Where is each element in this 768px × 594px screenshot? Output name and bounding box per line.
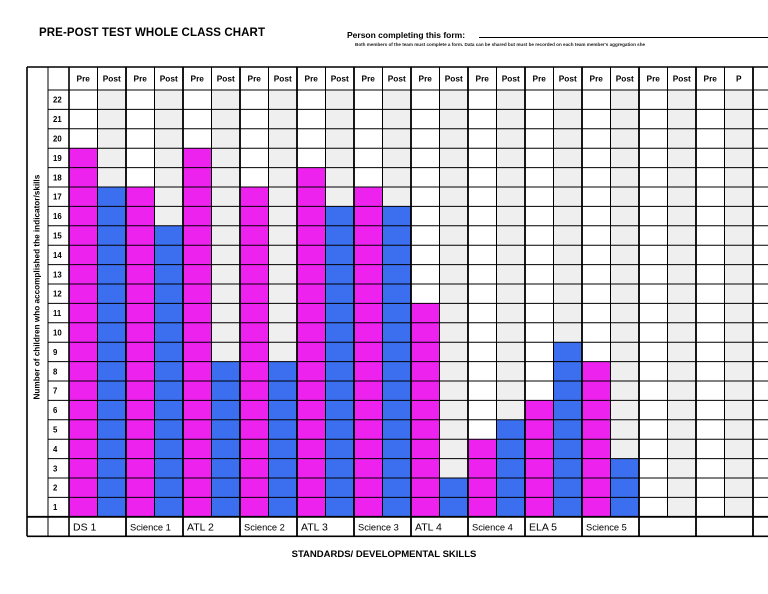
y-tick-label: 1	[53, 503, 58, 512]
y-tick-label: 19	[53, 154, 62, 163]
person-completing-label: Person completing this form:	[347, 30, 466, 40]
y-tick-label: 18	[53, 173, 62, 182]
column-header: Post	[160, 74, 178, 84]
category-label: ATL 4	[415, 521, 442, 533]
y-tick-label: 6	[53, 406, 58, 415]
column-header: Post	[274, 74, 292, 84]
post-bar-8	[496, 419, 525, 517]
column-header: Pre	[77, 74, 91, 84]
y-tick-label: 17	[53, 193, 62, 202]
column-header: Pre	[476, 74, 490, 84]
y-tick-label: 9	[53, 348, 58, 357]
y-tick-label: 8	[53, 367, 58, 376]
y-tick-label: 7	[53, 387, 57, 396]
y-tick-label: 2	[53, 484, 58, 493]
grid-lines	[26, 66, 768, 538]
column-header: Post	[559, 74, 577, 84]
pre-bar-1	[69, 148, 98, 517]
column-header: Post	[502, 74, 520, 84]
category-label: DS 1	[73, 521, 97, 533]
y-tick-label: 10	[53, 329, 62, 338]
column-header: Pre	[590, 74, 604, 84]
labels: Pre Post Pre Post Pre Post Pre Post Pre Post Pre Po…	[53, 74, 742, 534]
y-tick-label: 4	[53, 445, 58, 454]
column-header: Post	[445, 74, 463, 84]
column-header: Post	[388, 74, 406, 84]
post-bar-2	[154, 225, 183, 517]
post-bar-9	[553, 342, 582, 517]
pre-bar-6	[354, 187, 383, 517]
column-header: Post	[616, 74, 634, 84]
pre-bar-4	[240, 187, 269, 517]
x-axis-label: STANDARDS/ DEVELOPMENTAL SKILLS	[291, 549, 477, 560]
column-header: Pre	[362, 74, 376, 84]
column-header: Pre	[248, 74, 262, 84]
category-label: ELA 5	[529, 521, 557, 533]
column-header: Pre	[305, 74, 319, 84]
category-label: Science 4	[472, 522, 513, 532]
y-tick-label: 15	[53, 232, 62, 241]
column-header: Post	[217, 74, 235, 84]
category-label: Science 5	[586, 522, 627, 532]
column-header: Pre	[134, 74, 148, 84]
column-header: Pre	[647, 74, 661, 84]
y-tick-label: 20	[53, 135, 62, 144]
y-tick-label: 3	[53, 464, 58, 473]
column-header: Pre	[533, 74, 547, 84]
y-tick-label: 12	[53, 290, 62, 299]
column-header: Pre	[419, 74, 433, 84]
category-label: Science 3	[358, 522, 399, 532]
y-tick-label: 16	[53, 212, 62, 221]
post-bar-1	[97, 187, 126, 517]
y-axis-label: Number of children who accomplished the …	[32, 174, 42, 400]
column-header: Post	[103, 74, 121, 84]
form-note: Both members of the team must complete a…	[355, 42, 646, 47]
pre-bar-7	[411, 303, 440, 517]
y-tick-label: 14	[53, 251, 62, 260]
column-header: Pre	[191, 74, 205, 84]
chart-title: PRE-POST TEST WHOLE CLASS CHART	[39, 27, 266, 39]
category-label: Science 1	[130, 522, 171, 532]
column-header: P	[736, 74, 742, 84]
category-label: ATL 3	[301, 521, 328, 533]
column-header: Post	[331, 74, 349, 84]
y-tick-label: 21	[53, 115, 62, 124]
y-tick-label: 22	[53, 96, 62, 105]
column-header: Post	[673, 74, 691, 84]
person-completing-line[interactable]	[479, 37, 768, 38]
pre-bar-3	[183, 148, 212, 517]
category-label: Science 2	[244, 522, 285, 532]
category-label: ATL 2	[187, 521, 214, 533]
y-tick-label: 11	[53, 309, 62, 318]
y-tick-label: 13	[53, 270, 62, 279]
post-bar-10	[610, 458, 639, 517]
column-header: Pre	[704, 74, 718, 84]
y-tick-label: 5	[53, 426, 58, 435]
pre-bar-2	[126, 187, 155, 517]
